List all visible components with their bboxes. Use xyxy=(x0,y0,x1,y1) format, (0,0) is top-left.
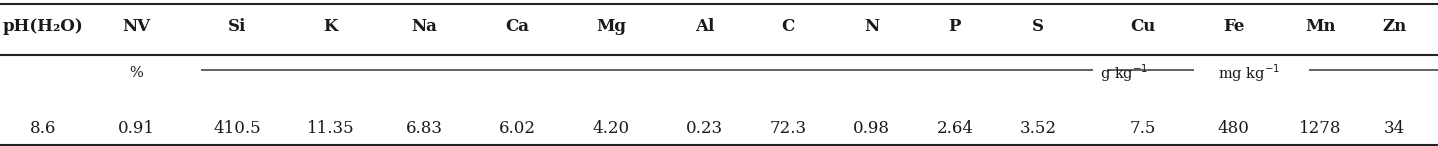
Text: C: C xyxy=(781,18,795,35)
Text: Fe: Fe xyxy=(1224,18,1244,35)
Text: P: P xyxy=(949,18,961,35)
Text: pH(H₂O): pH(H₂O) xyxy=(3,18,83,35)
Text: mg kg$^{-1}$: mg kg$^{-1}$ xyxy=(1218,62,1281,84)
Text: 3.52: 3.52 xyxy=(1020,120,1057,137)
Text: 480: 480 xyxy=(1218,120,1250,137)
Text: Zn: Zn xyxy=(1383,18,1406,35)
Text: K: K xyxy=(324,18,338,35)
Text: Na: Na xyxy=(411,18,437,35)
Text: 2.64: 2.64 xyxy=(936,120,974,137)
Text: 0.91: 0.91 xyxy=(118,120,155,137)
Text: 8.6: 8.6 xyxy=(30,120,56,137)
Text: Si: Si xyxy=(229,18,246,35)
Text: Ca: Ca xyxy=(506,18,529,35)
Text: 34: 34 xyxy=(1385,120,1405,137)
Text: %: % xyxy=(129,66,144,80)
Text: g kg$^{-1}$: g kg$^{-1}$ xyxy=(1100,62,1149,84)
Text: 4.20: 4.20 xyxy=(592,120,630,137)
Text: NV: NV xyxy=(122,18,151,35)
Text: Mn: Mn xyxy=(1304,18,1336,35)
Text: Al: Al xyxy=(695,18,715,35)
Text: N: N xyxy=(864,18,879,35)
Text: 6.83: 6.83 xyxy=(406,120,443,137)
Text: 6.02: 6.02 xyxy=(499,120,536,137)
Text: 7.5: 7.5 xyxy=(1130,120,1156,137)
Text: Cu: Cu xyxy=(1130,18,1156,35)
Text: 72.3: 72.3 xyxy=(769,120,807,137)
Text: 0.98: 0.98 xyxy=(853,120,890,137)
Text: S: S xyxy=(1032,18,1044,35)
Text: 410.5: 410.5 xyxy=(213,120,262,137)
Text: Mg: Mg xyxy=(597,18,626,35)
Text: 1278: 1278 xyxy=(1299,120,1342,137)
Text: 11.35: 11.35 xyxy=(306,120,355,137)
Text: 0.23: 0.23 xyxy=(686,120,723,137)
